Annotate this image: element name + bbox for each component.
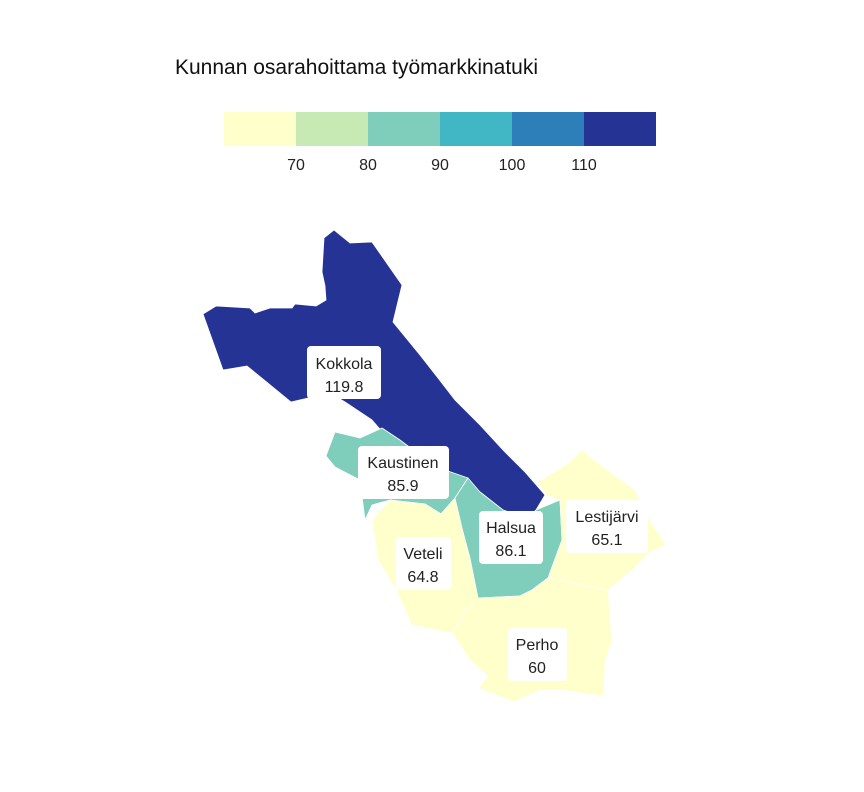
label-veteli-value: 64.8	[407, 569, 438, 586]
legend-tick-label: 100	[499, 157, 526, 174]
label-kaustinen-name: Kaustinen	[367, 455, 438, 472]
chart-title: Kunnan osarahoittama työmarkkinatuki	[175, 56, 539, 79]
label-perho-name: Perho	[516, 637, 559, 654]
label-kokkola: Kokkola 119.8	[307, 346, 381, 399]
region-labels: Kokkola 119.8 Kaustinen 85.9 Halsua 86.1…	[307, 346, 648, 681]
label-lestijarvi-name: Lestijärvi	[575, 509, 638, 526]
label-kaustinen: Kaustinen 85.9	[358, 446, 449, 499]
label-halsua-value: 86.1	[495, 543, 526, 560]
legend-swatch	[584, 112, 656, 146]
label-veteli-name: Veteli	[403, 546, 442, 563]
legend-swatches	[224, 112, 656, 146]
label-kokkola-value: 119.8	[325, 379, 364, 396]
legend-tick-label: 70	[287, 157, 305, 174]
legend-swatch	[224, 112, 296, 146]
legend-ticks: 70 80 90 100 110	[287, 157, 597, 174]
label-halsua: Halsua 86.1	[479, 511, 543, 564]
label-kokkola-name: Kokkola	[316, 356, 373, 373]
label-lestijarvi-value: 65.1	[591, 532, 622, 549]
legend-tick-label: 90	[431, 157, 449, 174]
label-lestijarvi: Lestijärvi 65.1	[566, 500, 648, 553]
label-perho-value: 60	[528, 660, 546, 677]
label-veteli: Veteli 64.8	[395, 537, 451, 590]
legend: 70 80 90 100 110	[224, 112, 656, 174]
legend-tick-label: 80	[359, 157, 377, 174]
legend-swatch	[368, 112, 440, 146]
label-perho: Perho 60	[508, 628, 567, 681]
legend-tick-label: 110	[571, 157, 597, 174]
legend-swatch	[440, 112, 512, 146]
legend-swatch	[512, 112, 584, 146]
label-halsua-name: Halsua	[486, 520, 536, 537]
legend-swatch	[296, 112, 368, 146]
label-kaustinen-value: 85.9	[387, 478, 418, 495]
